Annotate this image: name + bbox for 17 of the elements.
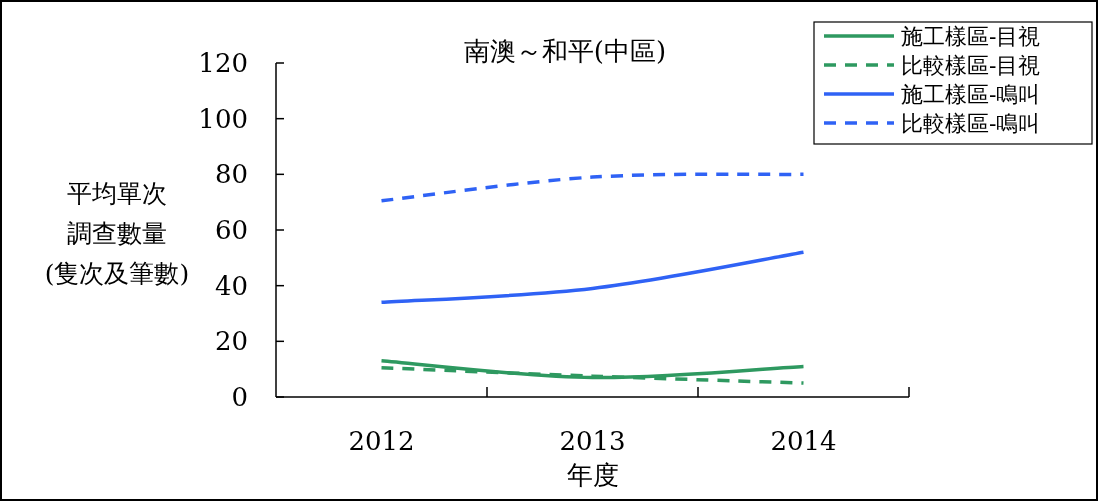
x-axis-title: 年度 (566, 460, 619, 490)
legend-label: 施工樣區-鳴叫 (901, 82, 1041, 107)
legend-label: 比較樣區-目視 (901, 53, 1041, 78)
y-tick-label: 80 (214, 159, 248, 190)
legend-label: 施工樣區-目視 (901, 24, 1041, 49)
chart-title: 南澳～和平(中區) (463, 36, 667, 66)
x-tick-label: 2014 (770, 426, 837, 456)
y-tick-label: 100 (198, 103, 248, 134)
y-tick-label: 40 (214, 270, 248, 301)
x-tick-label: 2012 (348, 426, 415, 456)
legend-label: 比較樣區-鳴叫 (901, 111, 1041, 136)
y-axis-title: 平均單次調查數量(隻次及筆數) (44, 179, 190, 288)
y-tick-label: 0 (231, 382, 248, 412)
y-tick-label: 20 (214, 326, 248, 357)
y-tick-label: 60 (214, 215, 248, 245)
x-tick-label: 2013 (559, 426, 626, 456)
y-tick-label: 120 (198, 48, 248, 78)
